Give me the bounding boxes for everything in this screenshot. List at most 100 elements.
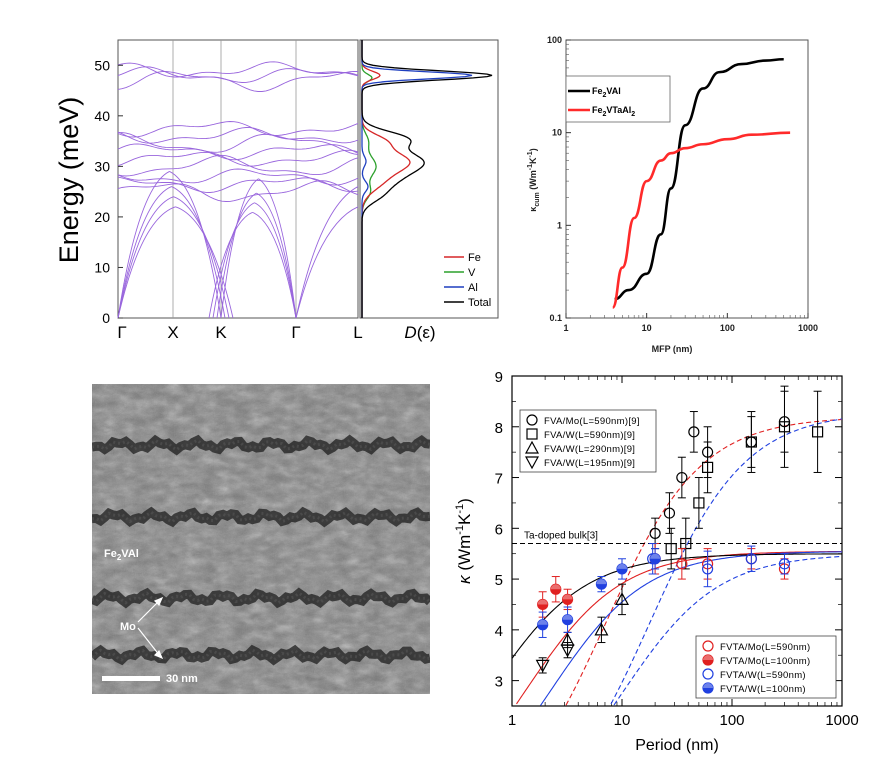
p5-leg1-marker-2	[524, 440, 540, 454]
acoustic-right-1	[295, 206, 359, 319]
mo-layer-3	[92, 644, 430, 666]
acoustic-left-0-b	[169, 171, 222, 319]
point-5-2-shade	[562, 594, 573, 600]
p5-leg2-marker-0	[702, 640, 714, 652]
x-tick-label-1: 1	[563, 323, 568, 333]
x-tick-label-0: Γ	[117, 323, 126, 342]
point-5-0-shade	[537, 599, 548, 605]
mo-layer-texture-0	[92, 438, 430, 452]
kappa-period-frame	[511, 375, 843, 707]
optical-band-9	[117, 70, 359, 92]
p5-leg2-marker-3	[702, 682, 714, 694]
dispersion-bands	[117, 61, 359, 319]
y-tick-label-4: 4	[495, 623, 503, 640]
kappa-cum-series	[611, 57, 791, 309]
p5-leg1-marker-1	[526, 428, 538, 440]
x-tick-label-10: 10	[642, 323, 652, 333]
point-2-1	[594, 622, 609, 636]
point-5-2	[561, 593, 574, 605]
optical-band-10	[117, 66, 359, 83]
tem-arrows	[137, 596, 164, 660]
kappa-period-legend-fvta: FVTA/Mo(L=590nm) FVTA/Mo(L=100nm) FVTA/W(L…	[695, 635, 837, 699]
optical-band-1	[117, 176, 359, 193]
fit-fvta-w-100	[540, 551, 842, 706]
dos-x-label: D(ε)	[404, 323, 435, 342]
point-7-2	[595, 578, 608, 590]
optical-band-0	[117, 180, 359, 202]
p5-leg2-marker-2	[702, 668, 714, 680]
tem-scale-label: 30 nm	[166, 673, 198, 685]
point-1-4	[745, 436, 757, 448]
x-tick-label-1000: 1000	[798, 323, 818, 333]
mo-layer-2	[92, 587, 430, 609]
fit-fvta-mo-100	[516, 550, 842, 705]
point-1-3	[701, 461, 714, 473]
p5-leg2-marker-1-shade	[703, 655, 713, 660]
y-tick-label-1: 1	[557, 220, 562, 230]
acoustic-left-2-a	[117, 196, 174, 319]
y-tick-label-8: 8	[495, 420, 503, 437]
point-1-5	[778, 421, 791, 433]
y-tick-label-6: 6	[495, 521, 503, 538]
x-tick-label-100: 100	[719, 712, 744, 729]
optical-band-5	[117, 143, 359, 161]
kappa-period-legend-fva: FVA/Mo(L=590nm)[9] FVA/W(L=590nm)[9] FVA/W…	[519, 409, 657, 473]
dos-curve-total	[361, 40, 493, 318]
point-7-0-shade	[537, 619, 548, 625]
x-tick-label-1: X	[167, 323, 178, 342]
tem-label-mo: Mo	[120, 621, 136, 633]
optical-band-3	[117, 154, 359, 177]
x-tick-label-10: 10	[614, 712, 631, 729]
y-tick-label-30: 30	[94, 158, 110, 174]
p5-leg2-marker-3-shade	[703, 683, 713, 688]
y-tick-label-10: 10	[552, 128, 562, 138]
point-7-4-shade	[650, 553, 661, 559]
y-tick-label-3: 3	[495, 674, 503, 691]
dos-legend-label-al: Al	[468, 282, 478, 294]
kappa-period-fit-curves	[511, 418, 843, 706]
p5-leg1-label-1: FVA/W(L=590nm)[9]	[544, 430, 635, 441]
point-6-1	[701, 563, 714, 575]
tem-label-fe2val: Fe2VAl	[104, 548, 139, 562]
p5-leg1-box	[519, 409, 657, 473]
point-0-2	[676, 471, 688, 484]
p5-leg2-label-1: FVTA/Mo(L=100nm)	[720, 656, 810, 667]
kappa-period-panel: 1 10 100 1000 3 4 5 6 7 8 9 Ta-doped bulk[3] FVA/M…	[454, 369, 859, 754]
x-tick-label-3: Γ	[291, 323, 300, 342]
acoustic-mid-1-b	[256, 192, 297, 319]
kappa-cum-frame	[565, 39, 809, 319]
tem-micrograph-panel: Fe2VAl Mo 30 nm	[92, 384, 430, 694]
p5-leg2-box	[695, 635, 837, 699]
y-tick-label-10: 10	[94, 259, 110, 275]
fit-fva-w-590	[610, 418, 843, 705]
legend-label-fe2val: Fe2VAl	[592, 86, 621, 99]
optical-band-4	[117, 149, 359, 167]
y-tick-label-9: 9	[495, 369, 503, 386]
p5-leg1-marker-0	[526, 414, 538, 426]
kappa-cum-legend-box	[565, 75, 671, 123]
optical-band-2	[117, 168, 359, 186]
acoustic-mid-2-b	[254, 202, 297, 319]
dos-curves	[361, 40, 493, 318]
tem-mo-layers	[92, 434, 430, 666]
optical-band-8	[117, 121, 359, 138]
p5-leg2-label-0: FVTA/Mo(L=590nm)	[720, 642, 810, 653]
x-tick-label-1: 1	[508, 712, 516, 729]
x-tick-label-2: K	[215, 323, 227, 342]
dispersion-frame	[117, 39, 359, 319]
y-tick-label-0: 0	[102, 310, 110, 326]
point-7-1-shade	[562, 614, 573, 620]
p5-leg2-label-3: FVTA/W(L=100nm)	[720, 684, 806, 695]
acoustic-left-1-a	[117, 186, 172, 319]
point-6-3	[778, 558, 791, 570]
point-7-3-shade	[617, 563, 627, 569]
p5-leg1-label-0: FVA/Mo(L=590nm)[9]	[544, 416, 640, 427]
point-7-3	[616, 563, 628, 575]
point-2-2	[614, 592, 630, 605]
dispersion-y-label: Energy (meV)	[54, 97, 84, 264]
y-tick-label-5: 5	[495, 572, 503, 589]
phonon-dos-panel: Fe V Al Total D(ε)	[359, 39, 499, 342]
series-fe2vtaal2	[611, 131, 791, 309]
p5-leg1-marker-3	[524, 456, 540, 470]
